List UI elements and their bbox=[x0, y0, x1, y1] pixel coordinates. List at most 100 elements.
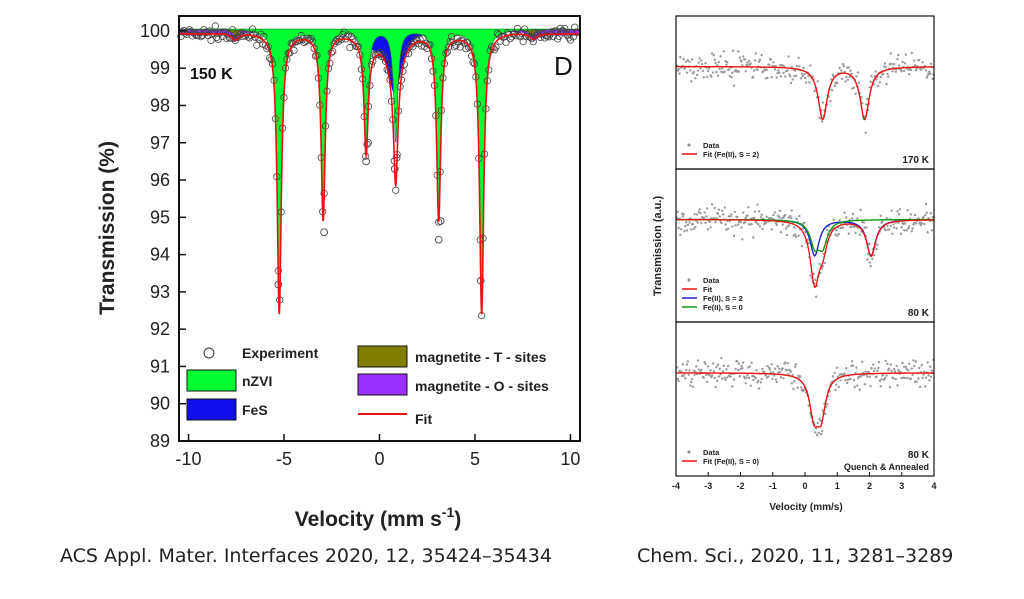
left-experiment-points bbox=[177, 22, 582, 320]
data-point bbox=[746, 373, 749, 377]
data-point bbox=[695, 213, 699, 216]
data-point bbox=[870, 367, 873, 370]
data-point bbox=[829, 99, 832, 103]
data-point bbox=[702, 376, 705, 379]
data-point bbox=[904, 365, 908, 369]
left-x-tick-label: -10 bbox=[176, 449, 202, 469]
data-point bbox=[752, 75, 755, 79]
data-point bbox=[814, 431, 817, 434]
data-point bbox=[718, 67, 721, 71]
data-point bbox=[834, 388, 837, 392]
experiment-point bbox=[217, 28, 225, 36]
experiment-point bbox=[264, 43, 272, 51]
left-y-tick-label: 91 bbox=[150, 356, 170, 376]
data-point bbox=[777, 69, 780, 72]
data-point bbox=[880, 377, 883, 381]
left-x-tick-label: -5 bbox=[276, 449, 292, 469]
data-point bbox=[824, 412, 827, 415]
data-point bbox=[789, 81, 793, 85]
data-point bbox=[749, 384, 752, 387]
left-legend: Experiment nZVI FeS magnetite - T - site… bbox=[186, 345, 549, 427]
data-point bbox=[713, 376, 716, 380]
data-point bbox=[905, 367, 908, 371]
experiment-point bbox=[248, 25, 257, 33]
data-point bbox=[747, 376, 751, 379]
data-point bbox=[874, 70, 877, 73]
data-point bbox=[790, 382, 794, 385]
data-point bbox=[817, 431, 820, 435]
data-point bbox=[676, 377, 680, 381]
data-point bbox=[778, 209, 782, 212]
data-point bbox=[858, 388, 861, 391]
data-point bbox=[819, 117, 822, 120]
data-point bbox=[799, 77, 803, 80]
data-point bbox=[740, 226, 743, 229]
data-point bbox=[909, 213, 913, 216]
data-point bbox=[716, 212, 720, 215]
data-point bbox=[845, 216, 848, 219]
data-point bbox=[775, 380, 778, 384]
experiment-point bbox=[521, 25, 529, 33]
data-point bbox=[804, 81, 808, 84]
data-point bbox=[830, 88, 834, 92]
legend-data-marker bbox=[687, 450, 691, 454]
data-point bbox=[677, 68, 680, 71]
data-point bbox=[924, 202, 928, 206]
right-x-tick-label: 3 bbox=[899, 481, 904, 491]
component-curve bbox=[675, 372, 934, 428]
data-point bbox=[705, 215, 708, 218]
data-point bbox=[682, 57, 685, 61]
data-point bbox=[746, 214, 749, 217]
right-x-axis-label: Velocity (mm/s) bbox=[769, 502, 842, 513]
legend-label: Fit (Fe(II), S = 0) bbox=[703, 457, 760, 466]
data-point bbox=[891, 232, 894, 236]
data-point bbox=[688, 369, 691, 372]
data-point bbox=[731, 225, 734, 228]
data-point bbox=[854, 371, 857, 375]
data-point bbox=[928, 72, 932, 76]
data-point bbox=[746, 61, 749, 64]
data-point bbox=[845, 381, 849, 385]
data-point bbox=[819, 432, 823, 436]
data-point bbox=[903, 69, 906, 73]
legend-experiment-marker bbox=[203, 347, 215, 359]
data-point bbox=[757, 379, 760, 382]
data-point bbox=[718, 215, 721, 218]
data-point bbox=[747, 206, 750, 209]
data-point bbox=[691, 222, 695, 226]
data-point bbox=[718, 367, 721, 371]
data-point bbox=[776, 365, 779, 368]
data-point bbox=[798, 65, 801, 68]
data-point bbox=[845, 366, 848, 370]
data-point bbox=[757, 60, 761, 63]
legend-label: Fit (Fe(II), S = 2) bbox=[703, 150, 760, 159]
data-point bbox=[678, 72, 681, 75]
data-point bbox=[738, 56, 742, 59]
data-point bbox=[841, 62, 845, 66]
data-point bbox=[742, 211, 745, 214]
left-y-tick-label: 97 bbox=[150, 133, 170, 153]
data-point bbox=[877, 226, 881, 229]
data-point bbox=[806, 238, 809, 241]
data-point bbox=[783, 65, 786, 68]
data-point bbox=[865, 226, 868, 229]
data-point bbox=[855, 75, 858, 78]
data-point bbox=[733, 210, 737, 214]
data-point bbox=[766, 76, 769, 80]
data-point bbox=[803, 72, 806, 76]
data-point bbox=[928, 365, 932, 368]
data-point bbox=[838, 219, 841, 222]
data-point bbox=[742, 55, 745, 58]
data-point bbox=[796, 386, 799, 389]
data-point bbox=[727, 215, 731, 218]
data-point bbox=[737, 70, 741, 73]
experiment-point bbox=[290, 46, 298, 54]
data-point bbox=[713, 58, 716, 62]
data-point bbox=[684, 60, 688, 63]
data-point bbox=[877, 84, 880, 88]
data-point bbox=[715, 365, 718, 369]
data-point bbox=[684, 224, 687, 228]
data-point bbox=[870, 74, 873, 78]
data-point bbox=[793, 226, 796, 229]
data-point bbox=[844, 379, 847, 382]
